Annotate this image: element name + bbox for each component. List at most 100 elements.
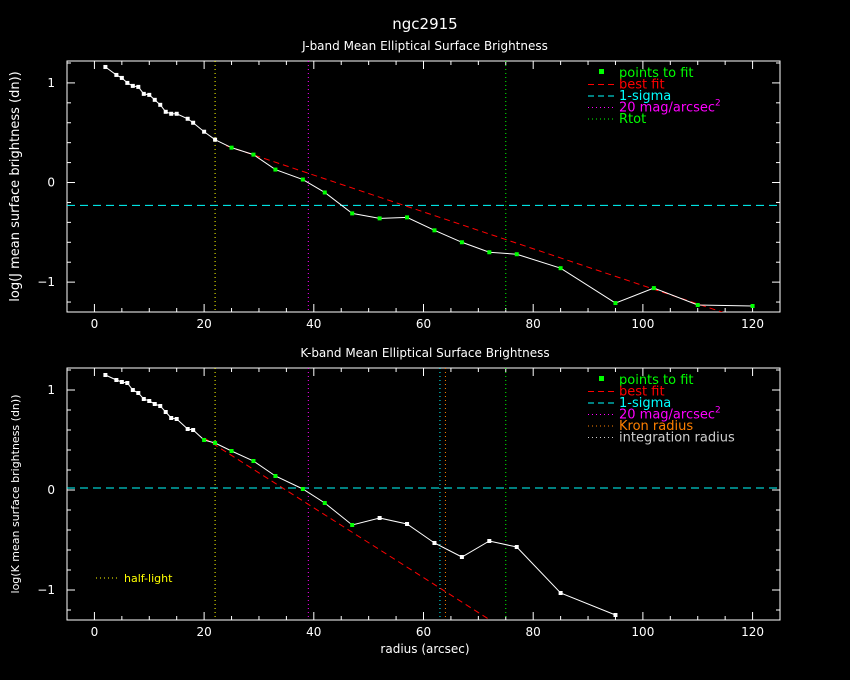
data-point (185, 116, 190, 121)
data-point (147, 92, 152, 97)
x-tick-label: 20 (196, 625, 211, 639)
data-point (141, 397, 146, 401)
legend-label: integration radius (619, 431, 735, 446)
fit-point (213, 441, 218, 445)
data-point (613, 613, 618, 617)
data-point (130, 388, 135, 392)
data-point (169, 416, 174, 420)
data-point (158, 404, 163, 408)
fit-point (514, 252, 519, 257)
best-fit-line (203, 437, 492, 620)
fit-point (273, 474, 278, 478)
legend-label: 20 mag/arcsec2 (619, 99, 721, 116)
fit-point (273, 167, 278, 172)
legend-label: points to fit (619, 66, 694, 81)
bottom-panel-title: K-band Mean Elliptical Surface Brightnes… (300, 346, 549, 360)
legend-label: Kron radius (619, 419, 693, 434)
y-axis-label: log(K mean surface brightness (dn)) (9, 395, 22, 594)
x-tick-label: 0 (91, 317, 99, 331)
data-point (459, 555, 464, 559)
y-tick-label: 0 (47, 176, 55, 190)
fit-point (350, 211, 355, 216)
data-point (163, 410, 168, 414)
data-point (169, 111, 174, 116)
data-point (114, 378, 119, 382)
fit-point (487, 250, 492, 255)
data-point (114, 72, 119, 77)
data-point (152, 402, 157, 406)
best-fit-line (225, 145, 724, 312)
data-point (432, 541, 437, 545)
data-point (130, 83, 135, 88)
y-tick-label: 1 (47, 383, 55, 397)
x-tick-label: 40 (306, 317, 321, 331)
legend-label: best fit (619, 385, 665, 400)
data-point (147, 399, 152, 403)
figure-title: ngc2915 (392, 15, 457, 33)
legend-superscript: 2 (715, 406, 721, 416)
x-tick-label: 80 (526, 625, 541, 639)
y-axis-label: log(J mean surface brightness (dn)) (8, 71, 23, 301)
fit-point (251, 152, 256, 157)
data-point (103, 373, 108, 377)
x-tick-label: 20 (196, 317, 211, 331)
x-tick-label: 100 (631, 625, 654, 639)
data-point (136, 84, 141, 89)
legend-label: best fit (619, 78, 665, 93)
legend-label: 20 mag/arcsec2 (619, 406, 721, 423)
data-point (558, 591, 563, 595)
legend-marker (599, 376, 604, 381)
legend-label: 1-sigma (619, 396, 671, 411)
data-point (163, 109, 168, 114)
legend-label: Rtot (619, 112, 646, 127)
legend-label: points to fit (619, 373, 694, 388)
x-tick-label: 80 (526, 317, 541, 331)
y-tick-label: −1 (37, 275, 55, 289)
data-point (185, 427, 190, 431)
fit-point (432, 228, 437, 233)
data-point (405, 522, 410, 526)
plot-area (67, 368, 780, 620)
data-point (514, 545, 519, 549)
x-axis-label: radius (arcsec) (380, 642, 469, 656)
plot-area (67, 61, 780, 312)
legend-marker (599, 69, 604, 74)
data-point (487, 539, 492, 543)
fit-point (695, 303, 700, 308)
fit-point (300, 177, 305, 182)
fit-point (300, 487, 305, 491)
data-point (119, 380, 124, 384)
fit-point (322, 501, 327, 505)
fit-point (558, 266, 563, 271)
fit-point (405, 215, 410, 220)
fit-point (613, 301, 618, 306)
fit-point (322, 190, 327, 195)
data-point (174, 111, 179, 116)
x-tick-label: 60 (416, 317, 431, 331)
j-band-panel: 0 20 40 60 80 100 120 −1 0 1 log(J mean surface br… (8, 60, 781, 331)
fit-point (229, 145, 234, 150)
data-point (103, 64, 108, 69)
fit-point (350, 523, 355, 527)
fit-point (651, 286, 656, 291)
data-point (191, 120, 196, 125)
data-point (202, 129, 207, 134)
x-tick-label: 0 (91, 625, 99, 639)
data-point (119, 75, 124, 80)
data-point (136, 391, 141, 395)
fit-point (750, 304, 755, 309)
fit-point (229, 449, 234, 453)
data-line (105, 66, 753, 307)
x-tick-label: 40 (306, 625, 321, 639)
data-point (213, 137, 218, 142)
x-tick-label: 120 (741, 625, 764, 639)
k-band-panel: 0 20 40 60 80 100 120 −1 0 1 log(K mean surface br… (9, 367, 781, 639)
half-light-label: half-light (124, 572, 173, 585)
data-point (377, 516, 382, 520)
fit-point (377, 216, 382, 221)
data-point (125, 80, 130, 85)
data-point (158, 102, 163, 107)
data-point (152, 97, 157, 102)
